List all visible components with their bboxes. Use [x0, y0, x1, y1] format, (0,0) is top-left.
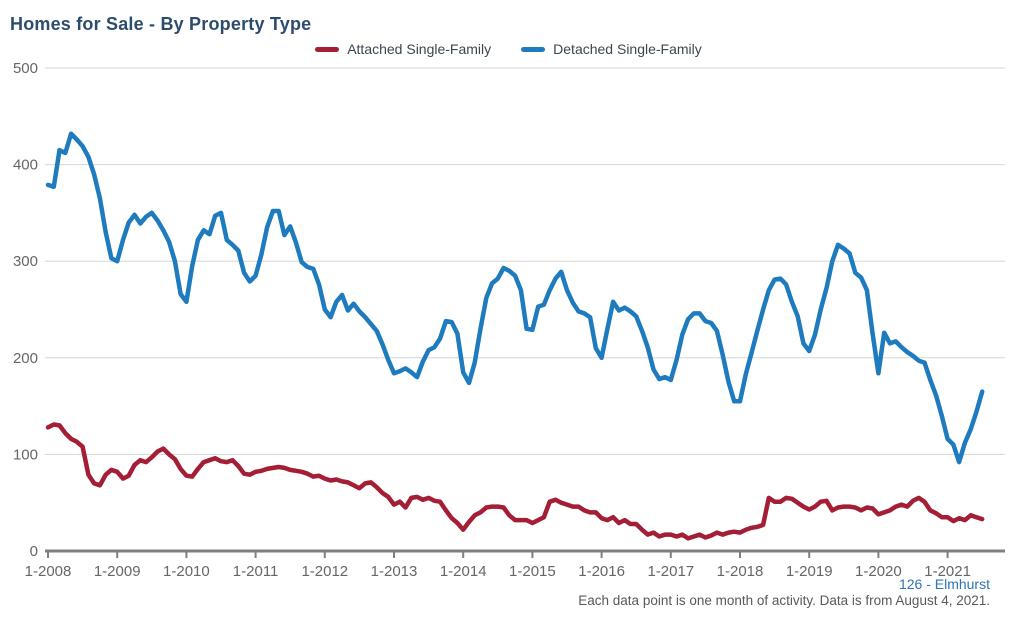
x-axis-label-1-2010: 1-2010	[163, 563, 210, 580]
x-axis-label-1-2018: 1-2018	[717, 563, 764, 580]
x-axis-label-1-2011: 1-2011	[233, 563, 279, 580]
legend-label-detached: Detached Single-Family	[553, 41, 702, 57]
x-axis-label-1-2009: 1-2009	[94, 563, 141, 580]
y-axis-label-0: 0	[30, 543, 38, 560]
x-axis-label-1-2008: 1-2008	[25, 563, 72, 580]
x-axis-label-1-2013: 1-2013	[371, 563, 418, 580]
attached-series-swatch	[315, 46, 340, 52]
legend-item-attached: Attached Single-Family	[315, 41, 491, 57]
x-axis-label-1-2020: 1-2020	[855, 563, 902, 580]
legend-item-detached: Detached Single-Family	[521, 41, 702, 57]
y-axis-label-500: 500	[13, 60, 38, 77]
x-axis-label-1-2014: 1-2014	[440, 563, 487, 580]
detached-series-swatch	[521, 46, 546, 52]
chart-title: Homes for Sale - By Property Type	[10, 14, 312, 34]
series-line-attached-single-family	[45, 422, 985, 541]
y-axis-label-200: 200	[13, 350, 38, 367]
x-axis-label-1-2015: 1-2015	[509, 563, 556, 580]
source-link[interactable]: 126 - Elmhurst	[898, 576, 990, 592]
y-axis-label-300: 300	[13, 253, 38, 270]
x-axis-label-1-2017: 1-2017	[647, 563, 694, 580]
x-axis-label-1-2016: 1-2016	[578, 563, 625, 580]
data-note: Each data point is one month of activity…	[578, 593, 990, 608]
y-axis-label-400: 400	[13, 157, 38, 174]
x-axis-label-1-2019: 1-2019	[786, 563, 833, 580]
chart-legend: Attached Single-Family Detached Single-F…	[0, 41, 1017, 57]
x-axis-label-1-2012: 1-2012	[301, 563, 348, 580]
legend-label-attached: Attached Single-Family	[347, 41, 492, 57]
y-axis-label-100: 100	[13, 446, 38, 463]
x-axis-label-1-2021: 1-2021	[924, 563, 971, 580]
series-line-detached-single-family	[45, 131, 985, 465]
